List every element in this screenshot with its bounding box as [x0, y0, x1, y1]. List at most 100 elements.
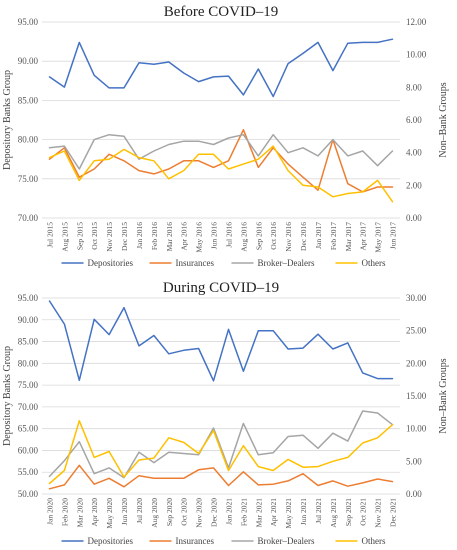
- x-tick-label: Feb 2021: [239, 498, 248, 526]
- x-tick-label: Oct 2015: [90, 222, 99, 250]
- x-tick-label: Jun 2017: [389, 222, 398, 250]
- y2-tick-label: 0.00: [406, 213, 422, 223]
- chart-title: During COVID–19: [163, 280, 279, 296]
- y-tick-label: 55.00: [18, 467, 39, 477]
- x-tick-label: Apr 2016: [180, 222, 189, 251]
- x-tick-label: May 2021: [284, 498, 293, 529]
- x-tick-label: Dec 2021: [389, 498, 398, 527]
- y-tick-label: 95.00: [18, 293, 39, 303]
- legend-label-insurances: Insurances: [176, 536, 215, 546]
- x-tick-label: Sep 2015: [75, 222, 84, 250]
- y-axis-label: Depository Banks Group: [2, 70, 13, 170]
- x-tick-label: Jan 2021: [224, 498, 233, 525]
- x-tick-label: Jun 2021: [299, 498, 308, 526]
- x-tick-label: May 2020: [105, 498, 114, 529]
- x-tick-label: Dec 2016: [299, 222, 308, 251]
- x-tick-label: Apr 2017: [359, 222, 368, 251]
- y2-tick-label: 6.00: [406, 115, 422, 125]
- y-tick-label: 95.00: [18, 17, 39, 27]
- legend-label-insurances: Insurances: [176, 258, 215, 268]
- x-tick-label: Sep 2016: [254, 222, 263, 250]
- y-tick-label: 70.00: [18, 213, 39, 223]
- x-tick-label: Nov 2021: [374, 498, 383, 528]
- x-tick-label: Jun 2020: [120, 498, 129, 526]
- series-line-depositories: [48, 38, 394, 98]
- y2-tick-label: 8.00: [406, 82, 422, 92]
- x-tick-label: Aug 2016: [239, 222, 248, 252]
- x-tick-label: Oct 2021: [359, 498, 368, 526]
- series-line-insurances: [48, 129, 394, 193]
- y2-tick-label: 10.00: [406, 50, 427, 60]
- y2-tick-label: 0.00: [406, 489, 422, 499]
- y-tick-label: 90.00: [18, 56, 39, 66]
- y-tick-label: 85.00: [18, 95, 39, 105]
- x-tick-label: Aug 2020: [150, 498, 159, 528]
- series-line-insurances: [48, 464, 394, 490]
- y-tick-label: 80.00: [18, 358, 39, 368]
- legend-label-others: Others: [362, 536, 386, 546]
- y2-tick-label: 4.00: [406, 148, 422, 158]
- legend-label-depositories: Depositories: [88, 258, 134, 268]
- x-tick-label: Mar 2016: [165, 222, 174, 252]
- x-tick-label: Apr 2020: [90, 498, 99, 527]
- y2-tick-label: 10.00: [406, 424, 427, 434]
- y-tick-label: 90.00: [18, 315, 39, 325]
- chart-title: Before COVID–19: [164, 4, 279, 20]
- y2-axis-label: Non–Bank Groups: [438, 358, 449, 433]
- x-tick-label: May 2017: [374, 222, 383, 253]
- y2-tick-label: 30.00: [406, 293, 427, 303]
- legend-label-depositories: Depositories: [88, 536, 134, 546]
- x-tick-label: Mar 2017: [344, 222, 353, 252]
- x-tick-label: Dec 2020: [210, 498, 219, 527]
- y-tick-label: 50.00: [18, 489, 39, 499]
- legend-label-broker-dealers: Broker–Dealers: [258, 536, 315, 546]
- x-tick-label: Jan 2020: [45, 498, 54, 525]
- x-tick-label: Dec 2015: [120, 222, 129, 251]
- legend-label-broker-dealers: Broker–Dealers: [258, 258, 315, 268]
- x-tick-label: Oct 2020: [180, 498, 189, 526]
- x-tick-label: Sep 2021: [344, 498, 353, 526]
- y2-axis-label: Non–Bank Groups: [438, 82, 449, 157]
- y-tick-label: 75.00: [18, 380, 39, 390]
- series-line-broker-dealers: [48, 410, 394, 479]
- y2-tick-label: 5.00: [406, 456, 422, 466]
- x-tick-label: Mar 2021: [254, 498, 263, 528]
- series-line-others: [48, 145, 394, 203]
- x-tick-label: Sep 2020: [165, 498, 174, 526]
- x-tick-label: Jul 2015: [45, 222, 54, 248]
- x-tick-label: Feb 2020: [60, 498, 69, 526]
- y2-tick-label: 12.00: [406, 17, 427, 27]
- y2-tick-label: 25.00: [406, 326, 427, 336]
- x-tick-label: Aug 2021: [329, 498, 338, 528]
- y-tick-label: 75.00: [18, 174, 39, 184]
- x-tick-label: Nov 2016: [284, 222, 293, 252]
- x-tick-label: Oct 2016: [269, 222, 278, 250]
- y2-tick-label: 2.00: [406, 180, 422, 190]
- y-tick-label: 60.00: [18, 445, 39, 455]
- x-tick-label: Nov 2015: [105, 222, 114, 252]
- y-axis-label: Depository Banks Group: [2, 346, 13, 446]
- y2-tick-label: 15.00: [406, 391, 427, 401]
- x-tick-label: Jul 2020: [135, 498, 144, 524]
- y2-tick-label: 20.00: [406, 358, 427, 368]
- x-tick-label: Jul 2016: [224, 222, 233, 248]
- x-tick-label: Jun 2016: [210, 222, 219, 250]
- x-tick-label: Apr 2021: [269, 498, 278, 527]
- x-tick-label: Jan 2017: [314, 222, 323, 249]
- x-tick-label: Jan 2016: [135, 222, 144, 249]
- legend-label-others: Others: [362, 258, 386, 268]
- y-tick-label: 65.00: [18, 424, 39, 434]
- y-tick-label: 80.00: [18, 135, 39, 145]
- y-tick-label: 85.00: [18, 337, 39, 347]
- series-line-broker-dealers: [48, 133, 394, 170]
- y-tick-label: 70.00: [18, 402, 39, 412]
- x-tick-label: May 2016: [195, 222, 204, 253]
- series-line-others: [48, 420, 394, 485]
- x-tick-label: Feb 2017: [329, 222, 338, 250]
- chart-during-covid: During COVID–19 50.00 55.00 60.00 65.00 70.00…: [2, 280, 449, 546]
- chart-before-covid: Before COVID–19 70.00 75.00 80.00 85.00 90.00…: [2, 4, 449, 268]
- x-tick-label: Nov 2020: [195, 498, 204, 528]
- x-tick-label: Aug 2015: [60, 222, 69, 252]
- x-tick-label: Mar 2020: [75, 498, 84, 528]
- series-line-depositories: [48, 300, 394, 382]
